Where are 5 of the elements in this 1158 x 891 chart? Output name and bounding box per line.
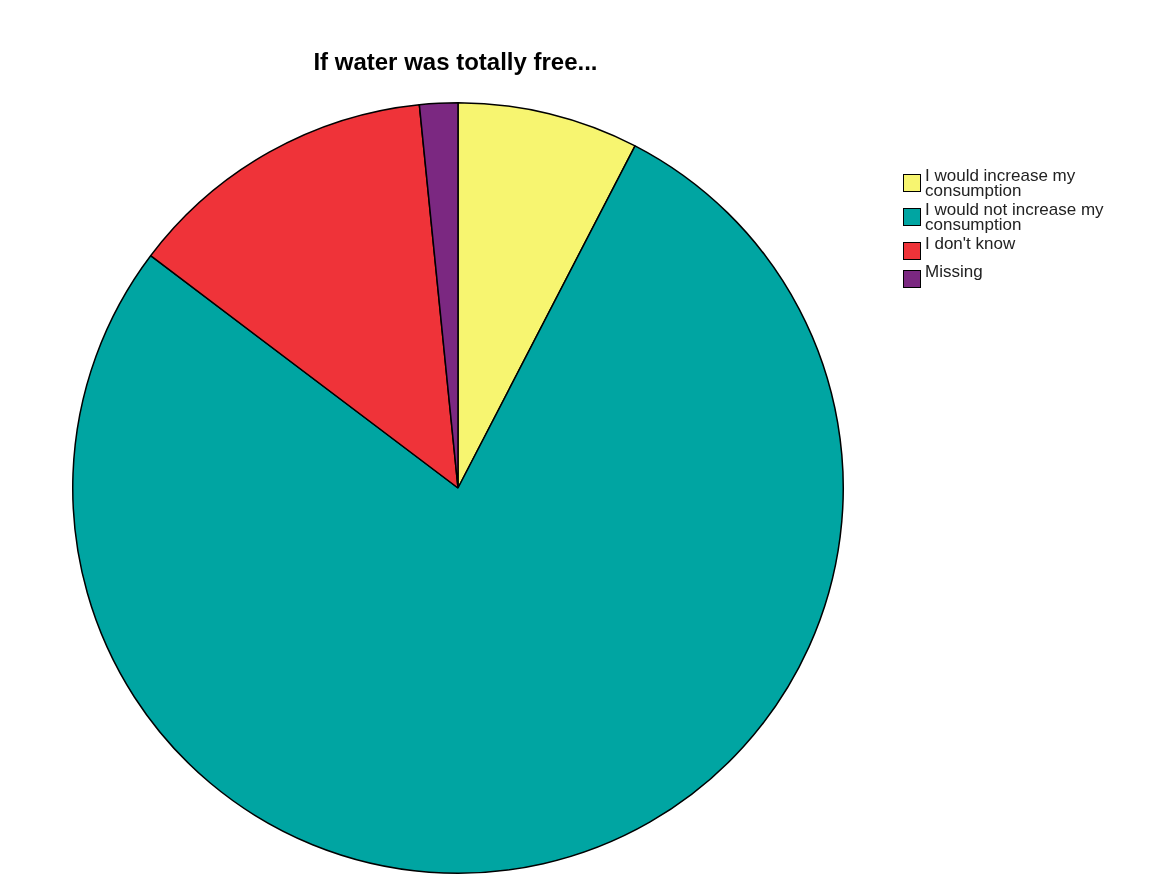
legend-label: I would increase my consumption [925,166,1077,200]
legend-label: Missing [925,262,983,281]
legend-label: I don't know [925,234,1016,253]
chart-title: If water was totally free... [312,48,599,76]
legend-label: I would not increase my consumption [925,200,1105,234]
